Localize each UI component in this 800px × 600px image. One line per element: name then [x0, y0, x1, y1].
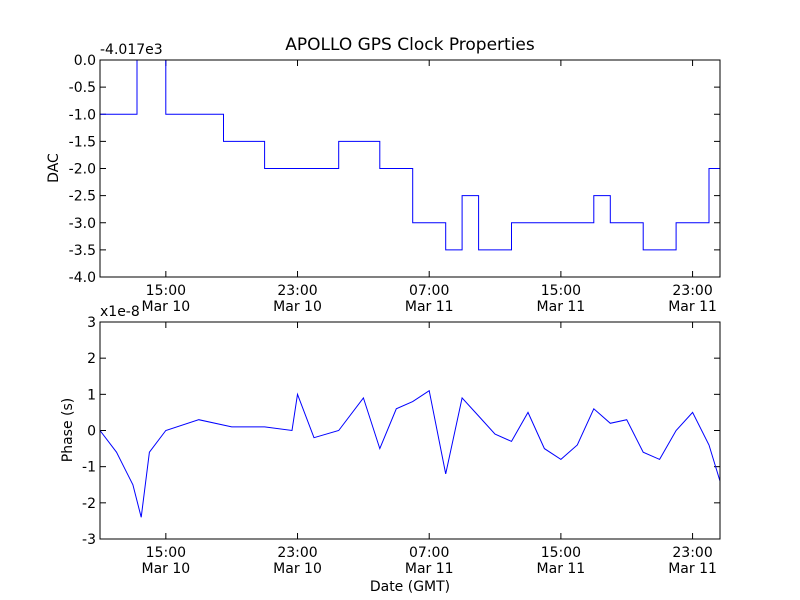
y-tick-label: -3.0 — [69, 216, 96, 232]
y-tick-label: -1.0 — [69, 107, 96, 123]
dac-plot-area — [100, 59, 721, 251]
x-tick-date-label: Mar 11 — [405, 561, 454, 577]
phase-y-axis-label: Phase (s) — [60, 398, 76, 462]
x-tick-time-label: 15:00 — [146, 283, 186, 299]
y-tick-label: -4.0 — [69, 270, 96, 286]
series-line — [100, 59, 721, 251]
y-tick-label: -2.5 — [69, 189, 96, 205]
x-tick-time-label: 23:00 — [672, 283, 712, 299]
dac-offset-label: -4.017e3 — [100, 42, 163, 58]
x-tick-time-label: 15:00 — [541, 283, 581, 299]
x-tick-time-label: 23:00 — [672, 545, 712, 561]
x-tick-time-label: 07:00 — [409, 283, 449, 299]
y-tick-label: -3.5 — [69, 243, 96, 259]
y-tick-label: 2 — [87, 351, 96, 367]
x-tick-time-label: 07:00 — [409, 545, 449, 561]
y-tick-label: 3 — [87, 315, 96, 331]
dac-y-axis-label: DAC — [46, 153, 62, 183]
x-tick-date-label: Mar 10 — [141, 561, 190, 577]
phase-plot-area — [99, 389, 721, 518]
series-line — [99, 389, 721, 518]
y-tick-label: 1 — [87, 387, 96, 403]
x-tick-date-label: Mar 10 — [273, 561, 322, 577]
x-tick-time-label: 15:00 — [541, 545, 581, 561]
phase-offset-label: x1e-8 — [100, 304, 140, 320]
x-tick-date-label: Mar 11 — [668, 299, 717, 315]
x-tick-date-label: Mar 10 — [141, 299, 190, 315]
y-tick-label: 0.0 — [74, 53, 96, 69]
x-tick-time-label: 15:00 — [146, 545, 186, 561]
y-tick-label: -1.5 — [69, 134, 96, 150]
x-tick-date-label: Mar 11 — [668, 561, 717, 577]
x-tick-date-label: Mar 10 — [273, 299, 322, 315]
y-tick-label: -1 — [82, 460, 96, 476]
x-tick-time-label: 23:00 — [277, 283, 317, 299]
y-tick-label: -0.5 — [69, 80, 96, 96]
dac-subplot: -4.017e3 DAC 0.0 -0.5 -1.0 -1.5 -2.0 -2.5 -3.0… — [46, 42, 721, 315]
dac-ticks: 0.0 -0.5 -1.0 -1.5 -2.0 -2.5 -3.0 -3.5 -4.0 15:00… — [69, 53, 720, 315]
x-tick-date-label: Mar 11 — [537, 561, 586, 577]
y-tick-label: 0 — [87, 424, 96, 440]
x-axis-label: Date (GMT) — [370, 579, 450, 595]
y-tick-label: -2 — [82, 496, 96, 512]
x-tick-date-label: Mar 11 — [405, 299, 454, 315]
y-tick-label: -2.0 — [69, 162, 96, 178]
phase-axes-frame — [99, 321, 721, 540]
dac-axes-frame — [99, 59, 721, 278]
x-tick-time-label: 23:00 — [277, 545, 317, 561]
x-tick-date-label: Mar 11 — [537, 299, 586, 315]
y-tick-label: -3 — [82, 532, 96, 548]
figure-title: APOLLO GPS Clock Properties — [285, 35, 535, 55]
